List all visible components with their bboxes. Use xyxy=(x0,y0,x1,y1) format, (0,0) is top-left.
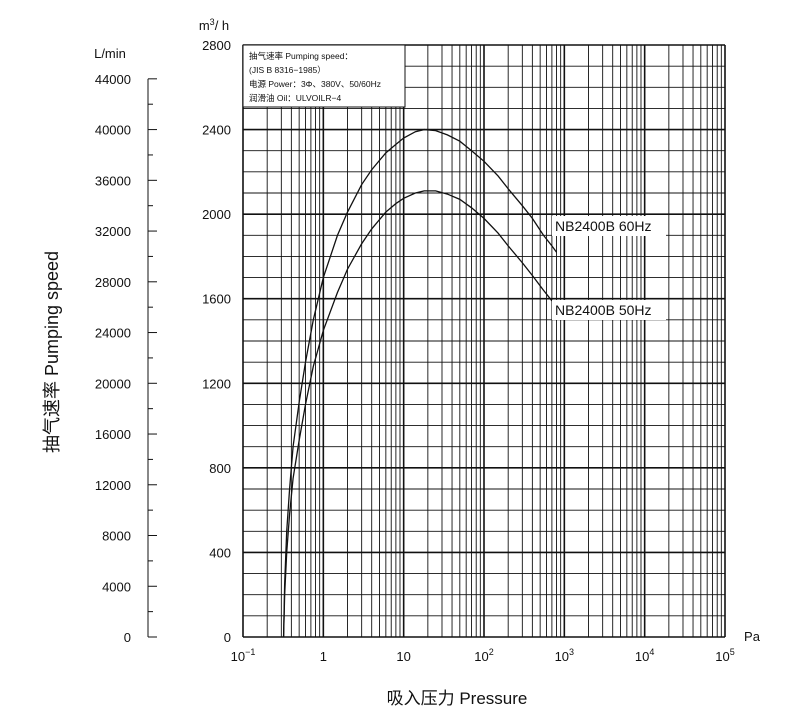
series-label-60hz: NB2400B 60Hz xyxy=(555,218,652,234)
info-line-3: 电源 Power：3Φ、380V、50/60Hz xyxy=(249,79,381,89)
y2-tick-label: 20000 xyxy=(95,376,131,391)
series-line-60hz xyxy=(282,128,558,638)
y2-tick-label: 4000 xyxy=(102,579,131,594)
y-tick-label: 2800 xyxy=(202,38,231,53)
y-unit-label: m3/ h xyxy=(199,17,229,33)
y2-tick-label: 12000 xyxy=(95,478,131,493)
y-unit-sup: 3 xyxy=(210,17,215,27)
y-tick-label: 1200 xyxy=(202,376,231,391)
y2-tick-label: 40000 xyxy=(95,123,131,138)
y2-tick-label: 32000 xyxy=(95,224,131,239)
x-axis-title: 吸入压力 Pressure xyxy=(387,689,528,708)
y-tick-label: 800 xyxy=(209,461,231,476)
curve-label-backgrounds xyxy=(552,216,666,320)
y-tick-label: 1600 xyxy=(202,292,231,307)
x-tick-label: 102 xyxy=(474,647,493,664)
info-line-1: 抽气速率 Pumping speed： xyxy=(249,51,353,61)
y-tick-label: 400 xyxy=(209,545,231,560)
y2-tick-label: 16000 xyxy=(95,427,131,442)
y-axis-title: 抽气速率 Pumping speed xyxy=(42,251,62,453)
series-label-60hz-bg xyxy=(552,216,666,236)
y2-axis: 0 4000 8000 12000 16000 20000 24000 28000 32000 3… xyxy=(95,72,157,645)
curves xyxy=(282,128,558,638)
info-box xyxy=(242,44,406,108)
plot-grid xyxy=(242,44,726,638)
y2-tick-label: 36000 xyxy=(95,173,131,188)
y2-tick-label: 44000 xyxy=(95,72,131,87)
series-label-50hz-bg xyxy=(552,300,666,320)
y-tick-label: 0 xyxy=(224,630,231,645)
info-line-2: (JIS B 8316−1985） xyxy=(249,65,326,75)
series-label-50hz: NB2400B 50Hz xyxy=(555,302,652,318)
series-line-50hz xyxy=(282,190,558,638)
x-tick-label: 103 xyxy=(555,647,574,664)
y-axis-ticks: 0 400 800 1200 1600 2000 2400 2800 xyxy=(202,38,231,645)
x-tick-label: 10−1 xyxy=(231,647,256,664)
x-unit-label: Pa xyxy=(744,629,761,644)
x-tick-label: 10 xyxy=(396,649,410,664)
x-axis-ticks: 10−1 1 10 102 103 104 105 xyxy=(231,647,735,664)
y-tick-label: 2400 xyxy=(202,123,231,138)
y-tick-label: 2000 xyxy=(202,207,231,222)
x-tick-label: 105 xyxy=(715,647,734,664)
y2-unit-label: L/min xyxy=(94,46,126,61)
x-tick-label: 1 xyxy=(320,649,327,664)
info-line-4: 润滑油 Oil：ULVOILR−4 xyxy=(249,93,341,103)
x-tick-label: 104 xyxy=(635,647,654,664)
y2-tick-label: 24000 xyxy=(95,326,131,341)
y-unit-rest: / h xyxy=(215,18,229,33)
y2-tick-label: 0 xyxy=(124,630,131,645)
y2-tick-label: 28000 xyxy=(95,275,131,290)
y2-tick-label: 8000 xyxy=(102,529,131,544)
